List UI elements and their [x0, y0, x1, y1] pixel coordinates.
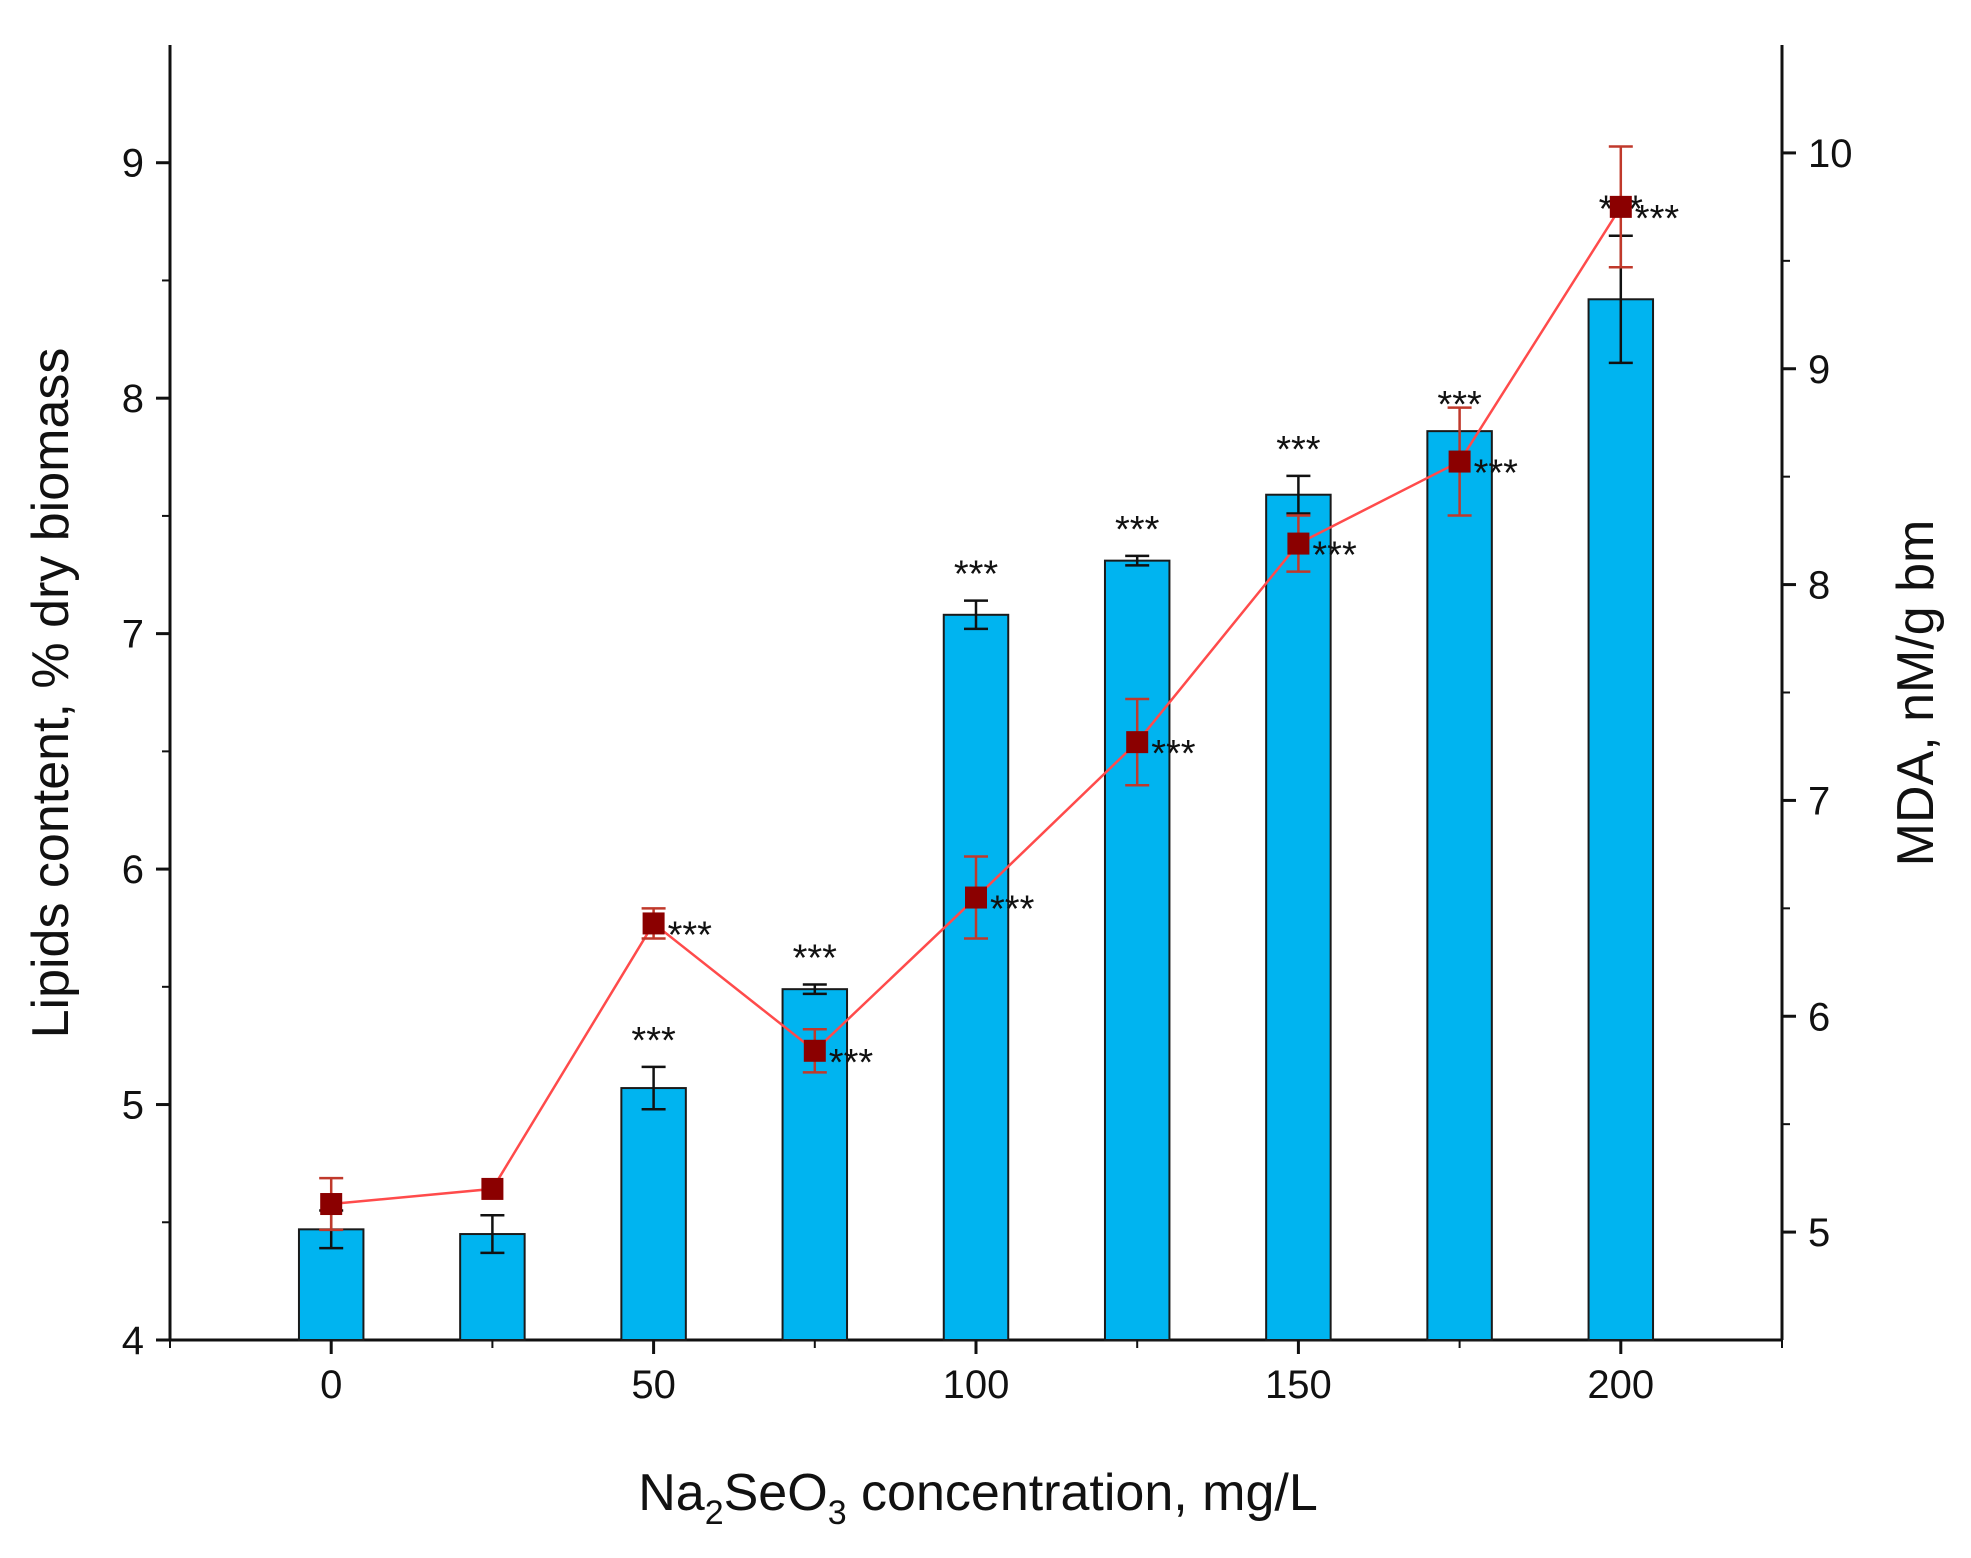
line-significance-label: ***: [990, 889, 1035, 931]
mda-marker: [642, 912, 665, 935]
bar-significance-label: ***: [793, 937, 838, 979]
bar: [1265, 493, 1332, 1341]
y-axis-title: Lipids content, % dry biomass: [22, 348, 80, 1039]
mda-marker: [481, 1177, 504, 1200]
mda-marker: [1448, 450, 1471, 473]
line-significance-label: ***: [668, 914, 713, 956]
x-tick-label: 200: [1587, 1363, 1654, 1407]
y2-tick-label: 6: [1808, 995, 1830, 1039]
x-tick-label: 150: [1265, 1363, 1332, 1407]
mda-marker: [965, 886, 987, 909]
line-significance-label: ***: [829, 1042, 874, 1084]
bar: [1587, 298, 1655, 1342]
bar: [942, 613, 1010, 1341]
bar-significance-label: ***: [954, 554, 999, 596]
line-significance-label: ***: [1312, 535, 1357, 577]
y-tick-label: 8: [122, 377, 144, 421]
mda-marker: [1287, 532, 1310, 555]
bar-significance-label: ***: [1115, 509, 1160, 551]
y-tick-label: 7: [122, 613, 144, 657]
line-significance-label: ***: [1635, 198, 1680, 240]
mda-marker: [803, 1039, 826, 1062]
x-axis-title: Na2SeO3 concentration, mg/L: [638, 1464, 1318, 1532]
y-tick-label: 5: [122, 1084, 144, 1128]
mda-marker: [1609, 195, 1632, 218]
x-tick-label: 100: [943, 1363, 1010, 1407]
y-tick-label: 6: [122, 848, 144, 892]
bar: [1103, 559, 1171, 1341]
y2-tick-label: 8: [1808, 564, 1830, 608]
bar-significance-label: ***: [1276, 429, 1321, 471]
y2-tick-label: 10: [1808, 132, 1853, 176]
bar: [620, 1087, 687, 1341]
y-tick-label: 4: [122, 1319, 144, 1363]
y-tick-label: 9: [122, 142, 144, 186]
y2-tick-label: 5: [1808, 1211, 1830, 1255]
line-significance-label: ***: [1474, 453, 1519, 495]
bar: [1426, 430, 1493, 1341]
mda-marker: [1126, 731, 1149, 754]
y2-axis-title: MDA, nM/g bm: [1887, 520, 1945, 867]
y2-tick-label: 9: [1808, 348, 1830, 392]
x-tick-label: 0: [320, 1363, 342, 1407]
y2-tick-label: 7: [1808, 779, 1830, 823]
mda-marker: [320, 1193, 343, 1216]
bar-significance-label: ***: [631, 1020, 676, 1062]
line-significance-label: ***: [1151, 733, 1196, 775]
bar-series: *** *** *** *** *** *** ***: [297, 189, 1655, 1342]
x-tick-label: 50: [631, 1363, 676, 1407]
line-series: *** *** *** *** *** *** ***: [319, 145, 1680, 1232]
